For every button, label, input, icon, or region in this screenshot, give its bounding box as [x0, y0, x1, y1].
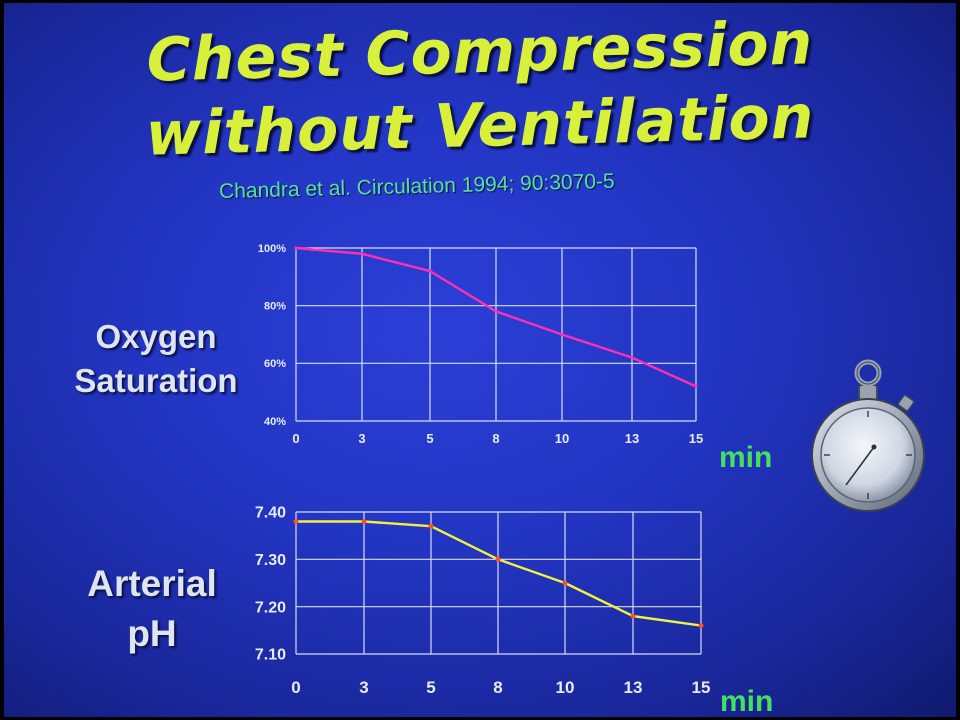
o2-data-point: [428, 269, 432, 273]
ph-x-tick-label: 5: [426, 678, 435, 697]
ph-x-tick-label: 10: [556, 678, 575, 697]
o2-data-point: [494, 309, 498, 313]
o2-x-tick-label: 15: [689, 431, 703, 446]
ph-y-tick-label: 7.30: [255, 552, 286, 569]
ph-x-tick-label: 3: [359, 678, 368, 697]
o2-data-point: [560, 332, 564, 337]
o2-x-tick-label: 3: [358, 431, 365, 446]
o2-data-point: [360, 252, 364, 256]
o2-data-point: [294, 246, 298, 250]
slide: Chest Compression without Ventilation Ch…: [4, 3, 956, 717]
o2-y-tick-label: 60%: [264, 358, 286, 370]
charts-svg: 100% 80% 60% 40% 0 3 5 8 10 13 15 7.40 7.30 7.20 7.10 0…: [255, 243, 711, 697]
o2-data-point: [694, 384, 698, 388]
arterial-ph-label: Arterial pH: [62, 559, 242, 659]
o2-data-point: [630, 356, 634, 360]
oxygen-label-line2: Saturation: [74, 362, 238, 399]
ph-x-tick-label: 13: [624, 678, 643, 697]
ph-data-point: [361, 519, 367, 524]
x-unit-bottom: min: [720, 685, 774, 717]
ph-data-point: [698, 623, 704, 629]
o2-x-tick-label: 13: [625, 431, 639, 446]
ph-data-point: [428, 523, 434, 529]
ph-y-tick-label: 7.20: [255, 599, 286, 616]
ph-y-tick-label: 7.40: [255, 505, 286, 522]
ph-y-tick-label: 7.10: [255, 647, 286, 664]
ph-data-point: [630, 613, 636, 619]
x-unit-top: min: [719, 441, 773, 474]
ph-x-tick-label: 15: [692, 678, 711, 697]
o2-x-tick-label: 0: [292, 431, 299, 446]
ph-data-point: [562, 580, 568, 586]
ph-x-tick-label: 0: [291, 678, 300, 697]
ph-data-point: [293, 519, 299, 524]
o2-y-tick-label: 40%: [264, 416, 286, 428]
o2-x-tick-label: 5: [426, 431, 433, 446]
o2-x-tick-label: 8: [492, 431, 499, 446]
ph-label-line2: pH: [127, 613, 177, 654]
ph-label-line1: Arterial: [87, 563, 217, 604]
oxygen-label-line1: Oxygen: [95, 318, 217, 355]
oxygen-saturation-label: Oxygen Saturation: [56, 315, 256, 403]
o2-y-tick-label: 80%: [264, 301, 286, 313]
o2-x-tick-label: 10: [555, 431, 569, 446]
ph-x-tick-label: 8: [493, 678, 502, 697]
ph-data-point: [495, 556, 501, 562]
o2-y-tick-label: 100%: [258, 243, 286, 255]
